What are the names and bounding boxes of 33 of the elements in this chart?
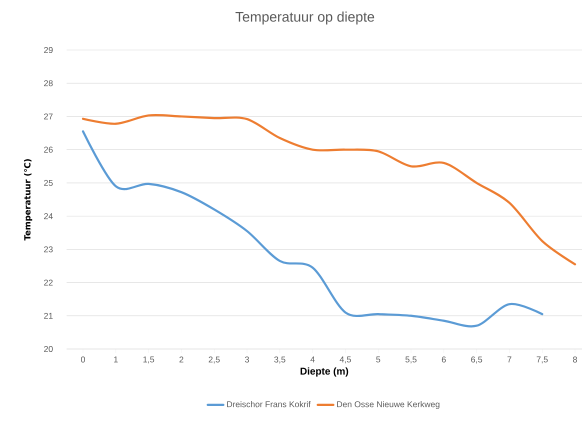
y-tick-label: 20	[44, 346, 53, 352]
y-tick-label: 24	[44, 213, 53, 220]
y-tick-label: 22	[44, 280, 53, 286]
x-tick-label: 3	[244, 356, 249, 363]
x-axis-title: Diepte (m)	[300, 367, 348, 377]
y-tick-label: 21	[44, 312, 53, 319]
x-tick-label: 4	[310, 356, 315, 362]
x-tick-label: 2	[179, 356, 184, 362]
y-tick-label: 28	[44, 80, 53, 86]
x-tick-label: 7,5	[536, 356, 548, 364]
legend-label: Dreischor Frans Kokrif	[227, 401, 311, 408]
x-tick-label: 4,5	[340, 356, 351, 364]
y-tick-label: 25	[44, 180, 53, 186]
y-tick-label: 29	[44, 47, 53, 53]
x-tick-label: 0	[80, 356, 86, 363]
legend-label: Den Osse Nieuwe Kerkweg	[337, 401, 440, 409]
chart-title: Temperatuur op diepte	[236, 12, 374, 25]
x-tick-label: 5,5	[405, 356, 417, 364]
x-tick-label: 7	[507, 356, 512, 362]
x-tick-label: 8	[573, 356, 577, 363]
x-tick-label: 6,5	[471, 356, 482, 364]
x-tick-label: 1	[114, 356, 118, 362]
x-tick-label: 3,5	[274, 356, 286, 364]
y-axis-title: Temperatuur (℃)	[24, 159, 32, 241]
y-tick-label: 26	[44, 146, 53, 153]
line-series	[82, 114, 576, 266]
x-tick-label: 6	[442, 356, 446, 363]
x-tick-label: 1,5	[143, 356, 154, 364]
x-tick-label: 5	[376, 356, 380, 362]
line-series	[82, 130, 544, 328]
y-tick-label: 27	[44, 113, 53, 120]
y-tick-label: 23	[44, 246, 53, 252]
x-tick-label: 2,5	[208, 356, 220, 364]
